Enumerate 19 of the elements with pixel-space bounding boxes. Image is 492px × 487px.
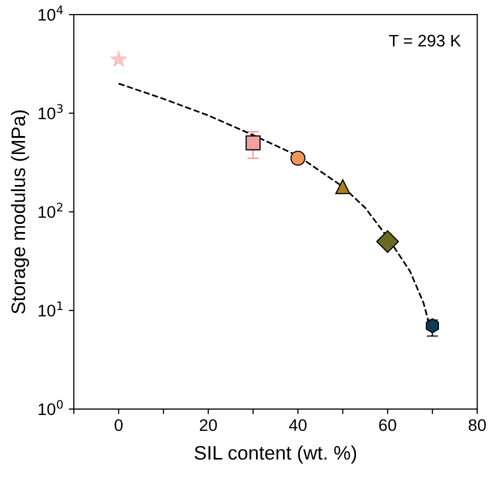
point [335, 179, 350, 194]
y-tick-label: 10$^{4}$ [38, 6, 63, 21]
x-tick-label: 40 [289, 419, 307, 432]
x-tick-label: 60 [379, 419, 396, 432]
annotation: T = 293 K [389, 34, 461, 47]
point [246, 135, 261, 150]
x-axis-title: SIL content (wt. %) [194, 445, 356, 464]
y-axis-title: Storage modulus (MPa) [10, 110, 30, 314]
x-tick-label: 0 [114, 419, 123, 432]
point [426, 318, 439, 334]
point [376, 230, 399, 253]
y-tick-label: 10$^{3}$ [38, 104, 63, 120]
x-tick-label: 20 [200, 419, 217, 432]
y-tick-label: 10$^{0}$ [38, 400, 63, 416]
point [110, 50, 128, 67]
point [290, 150, 306, 166]
y-tick-label: 10$^{1}$ [38, 302, 62, 317]
x-tick-label: 80 [468, 419, 486, 432]
y-tick-label: 10$^{2}$ [38, 202, 62, 218]
